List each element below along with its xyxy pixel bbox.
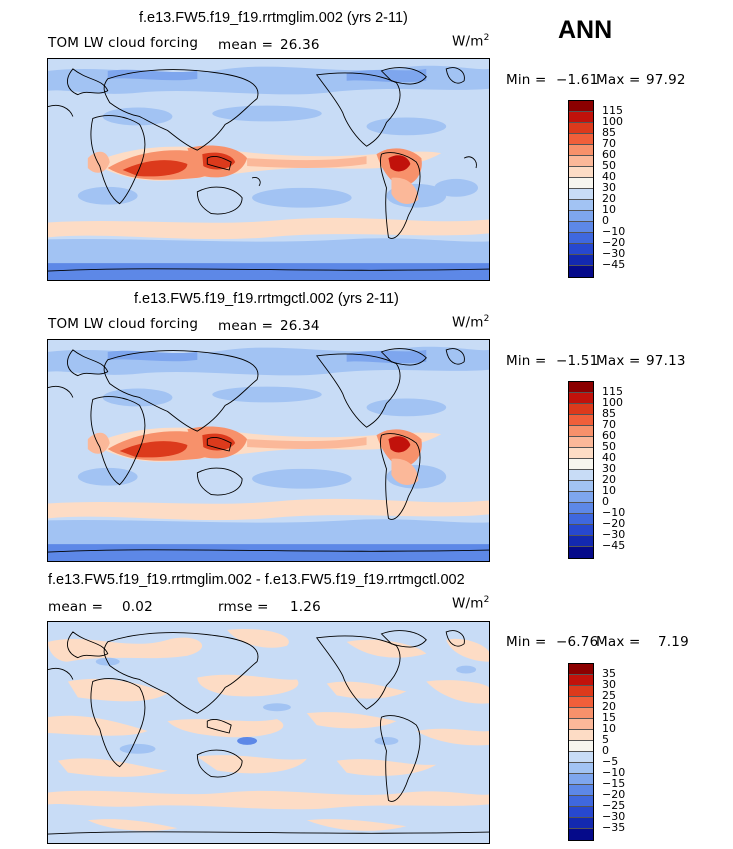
panel1-colorbar [568,100,594,278]
panel2-min-label: Min = [506,353,547,369]
colorbar-tick-label: −30 [602,528,626,541]
panel1-max-value: 97.92 [646,72,686,88]
colorbar-tick-label: −20 [602,788,626,801]
colorbar-tick-label: −20 [602,517,626,530]
panel1-min-value: −1.61 [556,72,599,88]
panel3-map [47,621,490,844]
colorbar-tick-label: 15 [602,711,616,724]
colorbar-tick-label: 115 [602,104,623,117]
colorbar-tick-label: 115 [602,385,623,398]
colorbar-tick-label: −15 [602,777,626,790]
panel1-units: W/m2 [452,33,490,50]
colorbar-tick-label: 70 [602,137,616,150]
panel1-min-label: Min = [506,72,547,88]
panel1-mean-value: 26.36 [280,37,320,53]
panel1-mean-label: mean = [218,37,274,53]
colorbar-tick-label: 25 [602,689,616,702]
panel3-mean-value: 0.02 [122,599,153,615]
panel2-units: W/m2 [452,314,490,331]
panel2-min-value: −1.51 [556,353,599,369]
panel1-max-label: Max = [596,72,641,88]
panel3-mean-label: mean = [48,599,104,615]
colorbar-tick-label: −10 [602,506,626,519]
panel3-rmse-value: 1.26 [290,599,321,615]
panel3-colorbar [568,663,594,841]
colorbar-tick-label: −30 [602,247,626,260]
colorbar-tick-label: 30 [602,181,616,194]
continent-outlines [48,67,489,272]
colorbar-tick-label: 85 [602,407,616,420]
colorbar-tick-label: 20 [602,192,616,205]
colorbar-tick-label: −10 [602,225,626,238]
colorbar-tick-label: −45 [602,539,626,552]
panel2-field-label: TOM LW cloud forcing [48,316,199,332]
panel1-field-label: TOM LW cloud forcing [48,35,199,51]
colorbar-tick-label: 85 [602,126,616,139]
panel1-map [47,58,490,281]
colorbar-tick-label: 50 [602,440,616,453]
panel2-map-svg [48,340,489,561]
colorbar-tick-label: 5 [602,733,609,746]
panel2-mean-value: 26.34 [280,318,320,334]
colorbar-tick-label: 100 [602,396,623,409]
colorbar-tick-label: 100 [602,115,623,128]
season-label: ANN [558,16,613,44]
colorbar-tick-label: 0 [602,495,609,508]
colorbar-tick-label: 30 [602,678,616,691]
colorbar-tick-label: 30 [602,462,616,475]
colorbar-tick-label: 70 [602,418,616,431]
panel3-map-svg [48,622,489,843]
panel2-max-value: 97.13 [646,353,686,369]
panel3-max-label: Max = [596,634,641,650]
colorbar-tick-label: 10 [602,203,616,216]
panel3-title: f.e13.FW5.f19_f19.rrtmglim.002 - f.e13.F… [48,572,465,588]
panel3-min-value: −6.76 [556,634,599,650]
colorbar-tick-label: −25 [602,799,626,812]
panel3-units: W/m2 [452,595,490,612]
colorbar-tick-label: −20 [602,236,626,249]
panel2-colorbar [568,381,594,559]
colorbar-tick-label: 0 [602,744,609,757]
panel3-min-label: Min = [506,634,547,650]
colorbar-tick-label: 20 [602,700,616,713]
colorbar-tick-label: 10 [602,722,616,735]
panel2-map [47,339,490,562]
panel2-mean-label: mean = [218,318,274,334]
colorbar-tick-label: 50 [602,159,616,172]
colorbar-tick-label: 40 [602,170,616,183]
panel1-map-svg [48,59,489,280]
colorbar-tick-label: 20 [602,473,616,486]
panel2-title: f.e13.FW5.f19_f19.rrtmgctl.002 (yrs 2-11… [134,291,399,307]
colorbar-tick-label: −10 [602,766,626,779]
panel3-max-value: 7.19 [658,634,689,650]
colorbar-tick-label: −30 [602,810,626,823]
colorbar-tick-label: 60 [602,148,616,161]
panel1-title: f.e13.FW5.f19_f19.rrtmglim.002 (yrs 2-11… [139,10,408,26]
colorbar-tick-label: 35 [602,667,616,680]
colorbar-tick-label: 10 [602,484,616,497]
colorbar-tick-label: −5 [602,755,619,768]
colorbar-tick-label: 60 [602,429,616,442]
colorbar-tick-label: 40 [602,451,616,464]
panel3-rmse-label: rmse = [218,599,269,615]
colorbar-tick-label: 0 [602,214,609,227]
colorbar-tick-label: −35 [602,821,626,834]
panel2-max-label: Max = [596,353,641,369]
colorbar-tick-label: −45 [602,258,626,271]
